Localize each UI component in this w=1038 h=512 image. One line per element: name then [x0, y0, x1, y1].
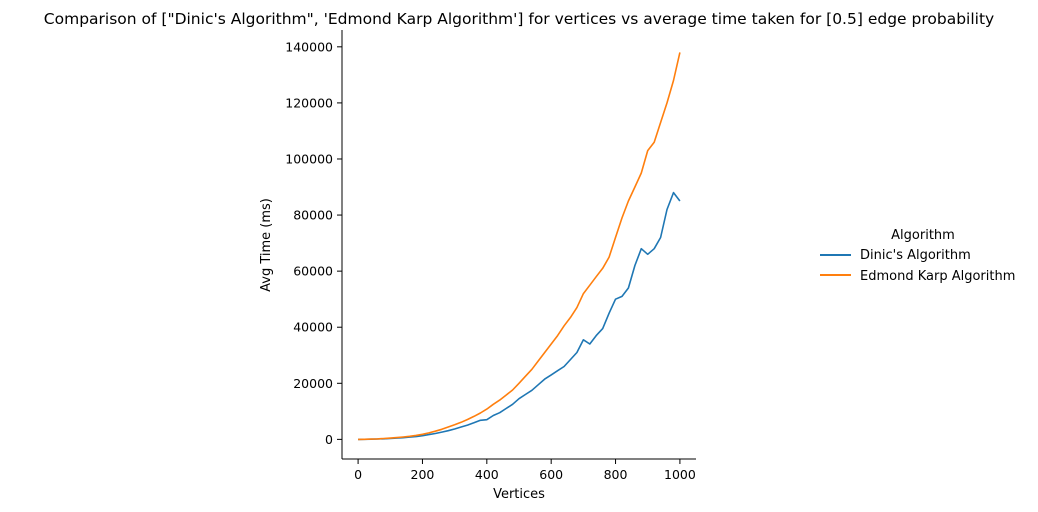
- y-ticks: 0 20000 40000 60000 80000 100000 120000 140000: [285, 39, 342, 447]
- series-line-dinic: [358, 191, 681, 441]
- y-tick-label: 80000: [293, 208, 333, 223]
- series-lines: [358, 52, 681, 441]
- x-axis-label: Vertices: [493, 487, 545, 502]
- legend-label-edmond-karp: Edmond Karp Algorithm: [860, 269, 1015, 284]
- x-tick-label: 200: [411, 467, 435, 482]
- y-tick-label: 100000: [285, 151, 333, 166]
- plot-axes: [341, 30, 696, 460]
- y-tick-label: 120000: [285, 95, 333, 110]
- x-ticks: 0 200 400 600 800 1000: [354, 459, 696, 482]
- x-tick-label: 0: [354, 467, 362, 482]
- x-tick-label: 800: [604, 467, 628, 482]
- chart-title: Comparison of ["Dinic's Algorithm", 'Edm…: [44, 10, 994, 28]
- y-tick-label: 140000: [285, 39, 333, 54]
- x-tick-label: 600: [539, 467, 563, 482]
- x-tick-label: 400: [475, 467, 499, 482]
- legend-label-dinic: Dinic's Algorithm: [860, 248, 971, 263]
- legend-title: Algorithm: [891, 228, 955, 243]
- y-tick-label: 60000: [293, 264, 333, 279]
- y-tick-label: 0: [325, 432, 333, 447]
- legend: Algorithm Dinic's Algorithm Edmond Karp …: [820, 228, 1015, 284]
- y-axis-label: Avg Time (ms): [259, 198, 274, 292]
- y-tick-label: 20000: [293, 376, 333, 391]
- x-tick-label: 1000: [664, 467, 696, 482]
- y-tick-label: 40000: [293, 320, 333, 335]
- series-line-edmond-karp: [358, 52, 681, 441]
